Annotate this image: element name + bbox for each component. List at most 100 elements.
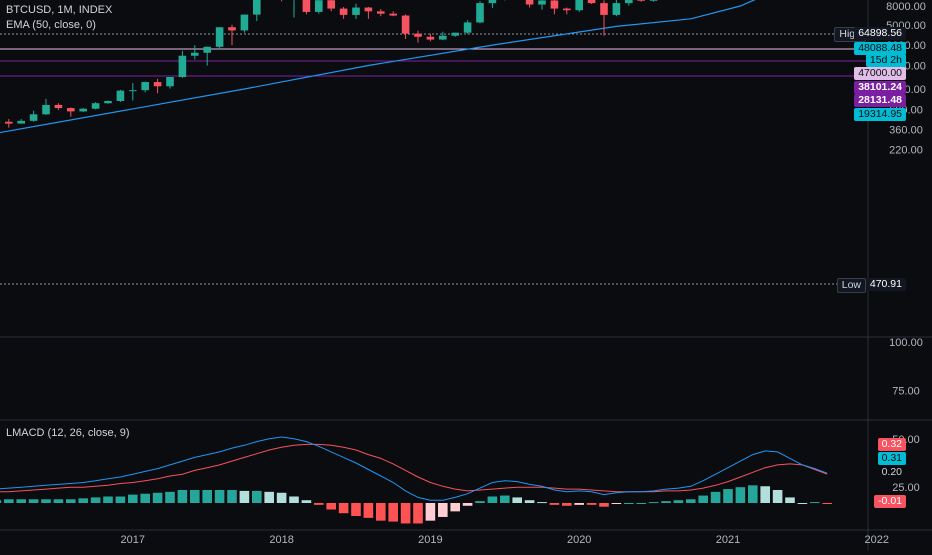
price-tick-label: 360.00	[889, 125, 923, 137]
macd-histogram-bar	[16, 499, 26, 503]
macd-histogram-bar	[426, 503, 436, 521]
line-b-label: 28131.48	[854, 94, 906, 107]
candle-body	[575, 0, 583, 10]
candle-body	[129, 90, 137, 91]
candle-body	[104, 101, 112, 103]
candle-body	[588, 0, 596, 3]
macd-histogram-bar	[438, 503, 448, 517]
macd-histogram-bar	[413, 503, 423, 523]
time-tick-label: 2017	[121, 534, 145, 546]
hist-value-label: -0.01	[874, 495, 906, 508]
macd-histogram-bar	[140, 494, 150, 503]
candle-body	[228, 27, 236, 30]
macd-histogram-bar	[153, 493, 163, 503]
macd-histogram-bar	[550, 503, 560, 505]
candle-body	[538, 0, 546, 4]
candle-body	[179, 56, 187, 77]
macd-histogram-bar	[488, 496, 498, 503]
macd-histogram-bar	[649, 502, 659, 503]
macd-histogram-bar	[748, 485, 758, 503]
macd-histogram-bar	[264, 492, 274, 503]
rsi-tick-label: 25.00	[892, 482, 920, 494]
macd-histogram-bar	[103, 496, 113, 503]
macd-histogram-bar	[500, 496, 510, 503]
macd-histogram-bar	[401, 503, 411, 523]
rsi-tick-label: 75.00	[892, 385, 920, 397]
candle-body	[79, 109, 87, 112]
candle-body	[253, 0, 261, 15]
macd-histogram-bar	[736, 487, 746, 503]
candle-body	[365, 8, 373, 12]
candle-body	[489, 0, 497, 3]
macd-histogram-bar	[41, 499, 51, 503]
macd-histogram-bar	[116, 496, 126, 503]
candle-body	[92, 103, 100, 108]
candle-body	[315, 0, 323, 12]
macd-histogram-bar	[91, 497, 101, 503]
macd-histogram-bar	[289, 496, 299, 503]
candle-body	[451, 33, 459, 36]
macd-histogram-bar	[512, 497, 522, 503]
macd-histogram-bar	[388, 503, 398, 522]
macd-histogram-bar	[240, 491, 250, 503]
candle-body	[191, 53, 199, 56]
macd-histogram-bar	[128, 495, 138, 503]
macd-histogram-bar	[723, 489, 733, 503]
time-tick-label: 2022	[865, 534, 889, 546]
macd-histogram-bar	[711, 492, 721, 503]
time-tick-label: 2021	[716, 534, 740, 546]
macd-histogram-bar	[525, 500, 535, 503]
macd-histogram-bar	[339, 503, 349, 513]
candle-body	[464, 22, 472, 32]
macd-histogram-bar	[773, 490, 783, 503]
macd-histogram-bar	[314, 503, 324, 505]
macd-histogram-bar	[165, 492, 175, 503]
candle-body	[427, 37, 435, 40]
time-tick-label: 2018	[269, 534, 293, 546]
macd-histogram-bar	[475, 501, 485, 503]
candle-body	[340, 9, 348, 15]
macd-histogram-bar	[54, 499, 64, 503]
candle-body	[42, 105, 50, 114]
candle-body	[476, 3, 484, 22]
candle-body	[650, 0, 658, 1]
candle-body	[30, 114, 38, 121]
rsi-tick-label: 100.00	[889, 337, 923, 349]
candle-body	[352, 8, 360, 15]
candle-body	[55, 105, 63, 108]
macd-histogram-bar	[376, 503, 386, 521]
macd-histogram-bar	[29, 499, 39, 503]
macd-histogram-bar	[0, 500, 1, 503]
candle-body	[389, 14, 397, 16]
legend-symbol[interactable]: BTCUSD, 1M, INDEX	[6, 3, 112, 18]
candle-body	[439, 36, 447, 40]
high-value-label: 64898.56	[854, 27, 906, 40]
macd-histogram-bar	[178, 490, 188, 503]
legend-lmacd[interactable]: LMACD (12, 26, close, 9)	[6, 426, 130, 441]
macd-histogram-bar	[686, 499, 696, 503]
macd-histogram-bar	[537, 502, 547, 503]
candle-body	[563, 9, 571, 11]
candle-body	[625, 0, 633, 3]
macd-histogram-bar	[227, 490, 237, 503]
candle-body	[303, 0, 311, 12]
macd-histogram-bar	[302, 500, 312, 503]
level-label: 47000.00	[854, 67, 906, 80]
macd-histogram-bar	[698, 496, 708, 503]
macd-histogram-bar	[661, 501, 671, 503]
macd-histogram-bar	[822, 503, 832, 504]
macd-histogram-bar	[636, 503, 646, 504]
countdown-label: 15d 2h	[866, 54, 906, 67]
macd-histogram-bar	[785, 497, 795, 503]
candle-body	[5, 122, 13, 124]
macd-histogram-bar	[562, 503, 572, 506]
ema-value-label: 19314.95	[854, 108, 906, 121]
legend-ema[interactable]: EMA (50, close, 0)	[6, 18, 112, 33]
candle-body	[600, 3, 608, 15]
candle-body	[216, 27, 224, 47]
candle-body	[551, 0, 559, 8]
macd-value-label: 0.32	[878, 438, 906, 451]
signal-value-label: 0.31	[878, 452, 906, 465]
